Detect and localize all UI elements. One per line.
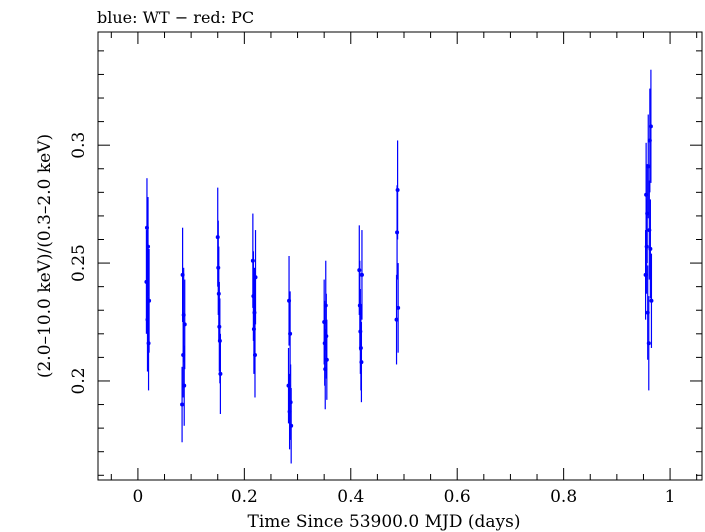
data-point <box>218 371 223 376</box>
y-tick-label: 0.3 <box>69 132 89 159</box>
data-point <box>182 383 187 388</box>
x-tick-label: 0.4 <box>337 487 364 507</box>
data-point <box>182 322 187 327</box>
data-point <box>646 341 651 346</box>
data-point <box>396 305 401 310</box>
data-point <box>648 124 653 129</box>
plot-frame <box>97 31 703 481</box>
x-tick-label: 0.2 <box>231 487 258 507</box>
data-point <box>649 298 654 303</box>
data-point <box>289 423 294 428</box>
data-point <box>324 357 329 362</box>
data-layer <box>144 69 654 464</box>
x-tick-label: 0.8 <box>550 487 577 507</box>
x-tick-label: 1 <box>665 487 676 507</box>
y-axis: 0.2 0.25 0.3 <box>69 50 702 476</box>
data-point <box>288 331 293 336</box>
data-point <box>253 275 258 280</box>
data-point <box>180 402 185 407</box>
data-point <box>252 353 257 358</box>
data-point <box>147 298 152 303</box>
x-axis-label: Time Since 53900.0 MJD (days) <box>248 512 521 532</box>
y-tick-label: 0.2 <box>69 367 89 394</box>
data-point <box>146 244 151 249</box>
y-axis-label: (2.0–10.0 keV)/(0.3–2.0 keV) <box>35 134 55 378</box>
data-point <box>648 246 653 251</box>
x-axis: 0 0.2 0.4 0.6 0.8 1 <box>110 32 698 507</box>
x-tick-label: 0 <box>132 487 143 507</box>
x-tick-label: 0.6 <box>444 487 471 507</box>
data-point <box>359 272 364 277</box>
data-point <box>359 360 364 365</box>
chart-title: blue: WT − red: PC <box>97 8 254 27</box>
data-point <box>395 187 400 192</box>
y-tick-label: 0.25 <box>69 244 89 282</box>
